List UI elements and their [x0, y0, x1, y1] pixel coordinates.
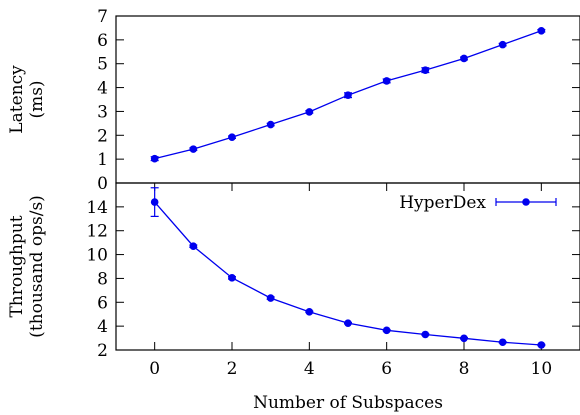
throughput-legend-label: HyperDex [399, 193, 486, 213]
throughput-data-point [150, 198, 159, 206]
latency-ytick-label: 2 [97, 126, 108, 146]
throughput-y-axis-label: Throughput(thousand ops/s) [7, 195, 47, 338]
latency-y-axis-label-line: Latency [7, 65, 27, 134]
throughput-ytick-label: 4 [97, 317, 108, 337]
throughput-data-point [344, 319, 352, 327]
latency-data-point [537, 26, 546, 35]
throughput-data-point [460, 334, 468, 343]
throughput-xtick-label: 4 [304, 359, 315, 379]
latency-data-point [421, 66, 430, 74]
throughput-y-axis-label-line: (thousand ops/s) [27, 195, 47, 338]
x-axis-label: Number of Subspaces [253, 393, 443, 413]
latency-data-point [150, 154, 159, 163]
latency-data-point [344, 91, 352, 100]
throughput-ytick-label: 8 [97, 269, 108, 289]
latency-data-point [382, 77, 391, 85]
latency-ytick-label: 0 [97, 174, 108, 194]
latency-ytick-label: 1 [97, 150, 108, 170]
throughput-data-point [228, 274, 236, 282]
throughput-ytick-label: 10 [86, 246, 108, 266]
throughput-xtick-label: 10 [531, 359, 553, 379]
throughput-y-axis-label-line: Throughput [7, 215, 27, 317]
throughput-legend-marker [522, 198, 530, 206]
throughput-ytick-label: 6 [97, 293, 108, 313]
latency-data-point [460, 54, 468, 63]
throughput-data-point [537, 341, 546, 349]
latency-data-point [228, 133, 236, 141]
throughput-xtick-label: 0 [149, 359, 160, 379]
throughput-xtick-label: 2 [227, 359, 238, 379]
throughput-data-point [498, 338, 507, 347]
throughput-data-point [421, 330, 430, 339]
latency-ytick-label: 6 [97, 31, 108, 51]
throughput-data-point [189, 242, 198, 251]
throughput-ytick-label: 2 [97, 341, 108, 361]
latency-ytick-label: 4 [97, 79, 108, 99]
throughput-data-point [305, 308, 314, 316]
latency-data-point [305, 108, 314, 116]
throughput-frame [115, 182, 580, 351]
latency-y-axis-label-line: (ms) [27, 80, 47, 118]
latency-panel: 0 1 2 3 4 5 6 7 Latency(ms) [7, 7, 580, 194]
latency-data-point [498, 40, 507, 49]
throughput-data-point [266, 294, 275, 302]
throughput-xtick-label: 6 [381, 359, 392, 379]
latency-frame [115, 15, 580, 184]
throughput-panel: 2 4 6 8 10 12 14 0 2 4 6 8 10 Throughput(thousand ops… [7, 182, 580, 379]
latency-ytick-label: 3 [97, 102, 108, 122]
latency-ytick-label: 7 [97, 7, 108, 27]
latency-data-point [266, 120, 275, 129]
latency-y-axis-label: Latency(ms) [7, 65, 47, 134]
latency-ytick-label: 5 [97, 55, 108, 75]
throughput-data-point [382, 326, 391, 335]
throughput-xtick-label: 8 [459, 359, 470, 379]
throughput-ytick-label: 12 [86, 222, 108, 242]
latency-data-point [189, 145, 198, 153]
throughput-ytick-label: 14 [86, 198, 108, 218]
